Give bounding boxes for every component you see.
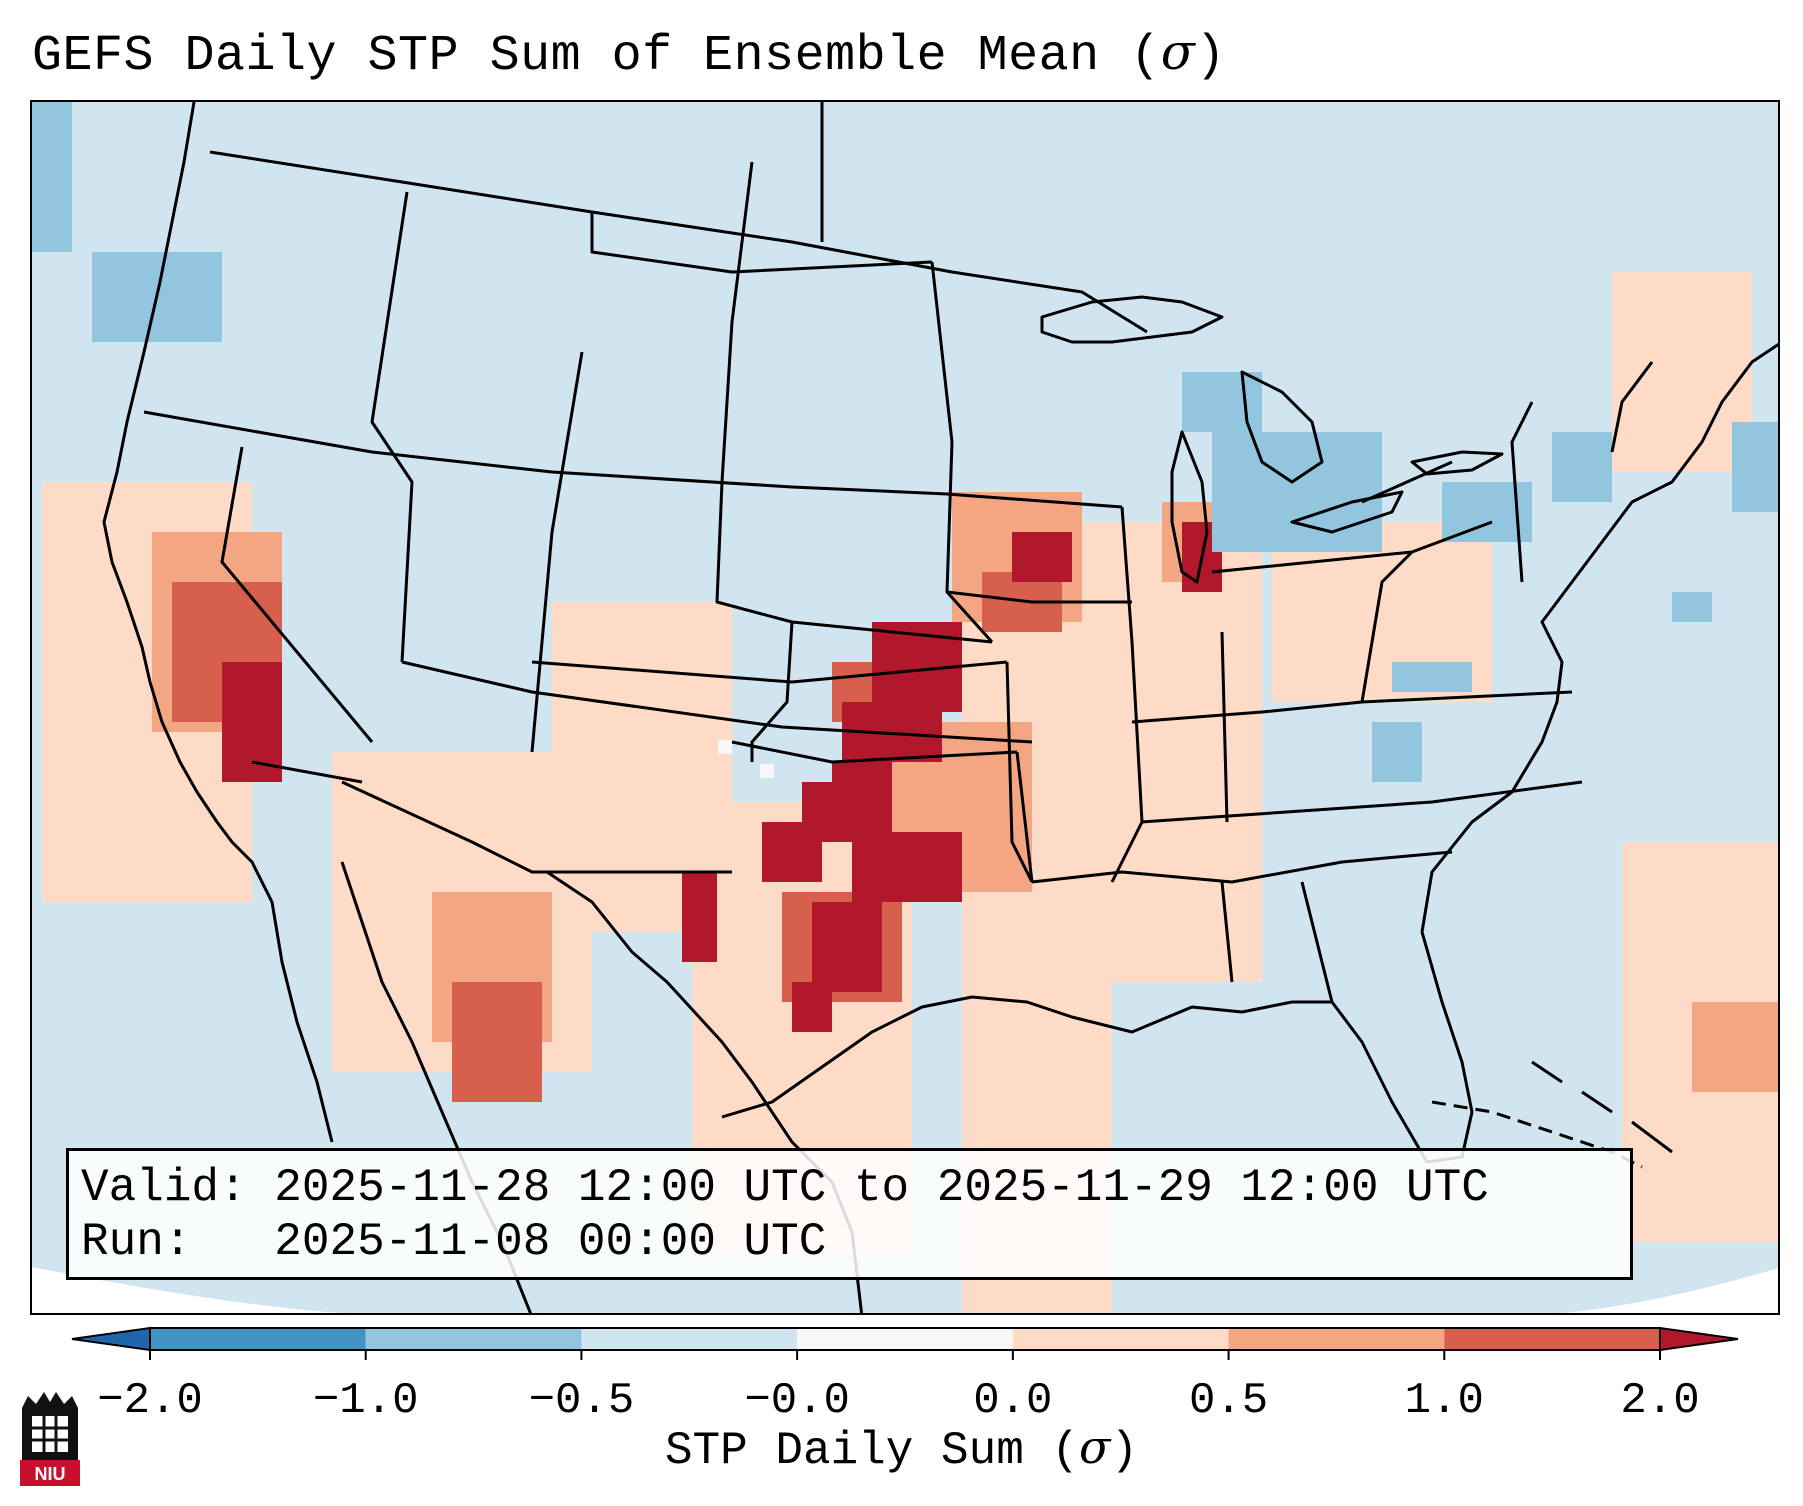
state-line-11 — [715, 481, 993, 644]
state-line-25 — [1360, 550, 1414, 703]
colorbar-label: STP Daily Sum (σ) — [664, 1420, 1139, 1477]
east-coastline — [1420, 342, 1778, 933]
state-line-18 — [1141, 780, 1583, 824]
state-line-26 — [1510, 401, 1534, 583]
state-line-6 — [341, 780, 732, 874]
lake-huron — [1240, 370, 1324, 484]
colorbar-tick-label: 2.0 — [1620, 1376, 1699, 1420]
anomaly-pa-low — [1392, 662, 1472, 692]
colorbar-tick-label: −1.0 — [313, 1376, 419, 1420]
state-line-21 — [1031, 850, 1453, 884]
lake-erie — [1290, 490, 1404, 534]
anomaly-baja-red — [452, 982, 542, 1102]
state-line-16 — [930, 261, 994, 644]
state-line-17 — [1110, 506, 1144, 883]
anomaly-ne-low2 — [1732, 422, 1778, 512]
svg-text:NIU: NIU — [35, 1464, 66, 1484]
state-line-4 — [530, 351, 584, 753]
colorbar-tick-label: 1.0 — [1405, 1376, 1484, 1420]
valid-line: Valid: 2025-11-28 12:00 UTC to 2025-11-2… — [81, 1162, 1489, 1214]
colorbar-tick-label: −0.0 — [744, 1376, 850, 1420]
state-line-3 — [370, 191, 414, 663]
state-line-27 — [1610, 361, 1654, 453]
run-line: Run: 2025-11-08 00:00 UTC — [81, 1216, 827, 1268]
anomaly-nm-high — [682, 872, 717, 962]
anomaly-tx-nm-high — [762, 822, 822, 882]
map-panel[interactable] — [30, 100, 1780, 1315]
state-line-30 — [1361, 460, 1453, 504]
map-title: GEFS Daily STP Sum of Ensemble Mean (σ) — [32, 23, 1226, 85]
projection-edge-sw — [32, 1267, 340, 1313]
colorbar-tick-label: −0.5 — [529, 1376, 635, 1420]
baja-coastline — [270, 901, 334, 1143]
west-coastline — [102, 102, 274, 903]
anomaly-pnw-low2 — [32, 102, 72, 252]
validity-info-box: Valid: 2025-11-28 12:00 UTC to 2025-11-2… — [66, 1148, 1633, 1280]
anomaly-ca-high — [222, 662, 282, 782]
anomaly-iowa-high — [1012, 532, 1072, 582]
colorbar-border — [149, 1327, 1661, 1351]
colorbar-segment — [1228, 1328, 1445, 1350]
colorbar-segment — [150, 1328, 366, 1350]
colorbar-segment — [581, 1328, 798, 1350]
anomaly-atl-low — [1672, 592, 1712, 622]
state-line-7 — [251, 760, 363, 784]
colorbar-tick-label: −2.0 — [97, 1376, 203, 1420]
anomaly-lakes-low — [1212, 432, 1382, 552]
gulf-coastline — [721, 995, 1293, 1119]
state-line-19 — [1220, 631, 1229, 823]
state-line-14 — [731, 740, 1018, 764]
colorbar-over-triangle — [1659, 1326, 1739, 1352]
state-line-1 — [143, 410, 1123, 509]
state-line-2 — [220, 446, 374, 743]
state-line-5 — [401, 660, 1033, 744]
boundaries — [102, 102, 1778, 1313]
colorbar-tick-label: 0.0 — [973, 1376, 1052, 1420]
state-line-13 — [750, 621, 794, 762]
stp-map — [32, 102, 1778, 1313]
state-line-15 — [1005, 661, 1034, 883]
anomaly-ne-low — [1552, 432, 1612, 502]
bahamas-outline — [1531, 1060, 1673, 1154]
state-line-29 — [1015, 751, 1034, 883]
state-line-22 — [1220, 881, 1234, 983]
colorbar-tick-label: 0.5 — [1189, 1376, 1268, 1420]
anomaly-southern-plains-high — [762, 622, 962, 1032]
anomaly-va-low — [1372, 722, 1422, 782]
colorbar: −2.0 −1.0 −0.5 −0.0 0.0 0.5 1.0 2.0 — [71, 1326, 1739, 1420]
colorbar-under-triangle — [71, 1326, 151, 1352]
anomaly-co-white — [718, 740, 732, 754]
anomaly-atlantic-med — [1692, 1002, 1778, 1092]
anomaly-co-white2 — [760, 764, 774, 778]
state-line-10 — [590, 212, 933, 274]
state-line-28 — [946, 590, 1132, 604]
lake-michigan — [1170, 430, 1209, 584]
niu-icon: NIU — [18, 1390, 82, 1490]
colorbar-segment — [1444, 1328, 1660, 1350]
projection-edge-se — [1564, 1268, 1778, 1313]
canada-us-border — [209, 150, 1148, 334]
state-line-8 — [720, 161, 754, 483]
anomaly-northeast-light — [1612, 272, 1752, 472]
state-line-12 — [531, 660, 1008, 684]
colorbar-segment — [797, 1328, 1013, 1350]
colorbar-segment — [1012, 1328, 1229, 1350]
state-line-23 — [1300, 881, 1334, 1003]
state-line-24 — [1131, 690, 1573, 724]
anomaly-superior-low — [1182, 372, 1262, 432]
lake-ontario — [1410, 450, 1504, 476]
colorbar-segment — [365, 1328, 582, 1350]
lake-superior — [1040, 295, 1224, 344]
